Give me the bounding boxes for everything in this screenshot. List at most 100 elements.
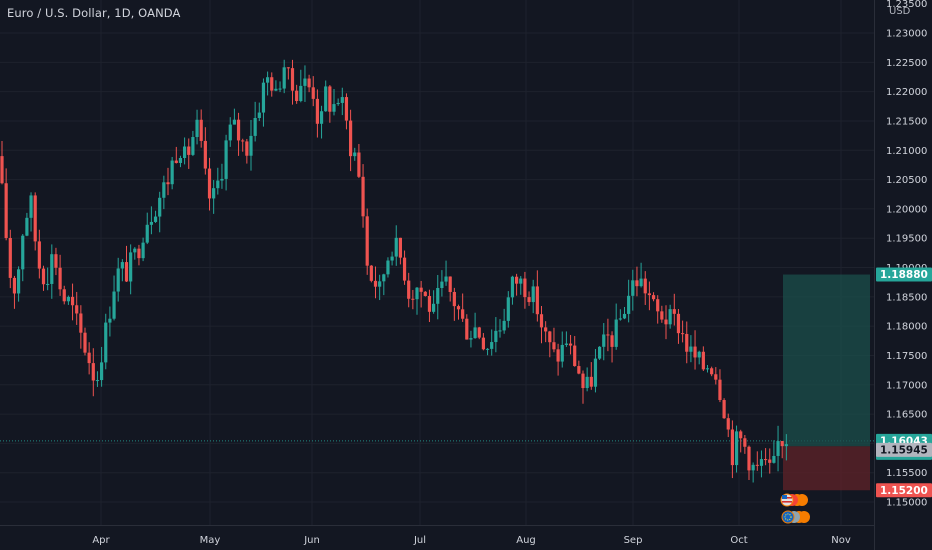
candle-body [245,141,249,156]
candle-body [187,146,191,155]
candle [419,280,423,308]
economic-events[interactable] [780,493,810,524]
candle-body [153,216,158,222]
candle-body [37,241,41,269]
candle [17,266,21,302]
candle [324,80,328,112]
candle-body [303,78,307,86]
candle [286,67,290,80]
candle-body [730,429,734,466]
candle-body [473,327,477,339]
candle-body [166,182,170,185]
candle [502,308,506,334]
candle [510,275,515,305]
candle-body [722,400,726,419]
candle-body [249,135,253,156]
candle [390,251,394,266]
candle-body [656,299,660,312]
candle-body [539,314,544,328]
candle-body [50,254,54,284]
candle-body [751,464,755,471]
candle [344,93,349,130]
candle-body [411,298,415,300]
candle [365,208,369,275]
candle [689,335,693,363]
candle-body [456,306,461,310]
candle-body [523,278,527,298]
candle [593,349,598,393]
candle-body [581,373,585,389]
candle [207,157,212,211]
candle [402,250,407,285]
candle-body [228,124,232,141]
candle-body [270,77,274,91]
y-tick-label: 1.20500 [886,175,927,186]
currency-label[interactable]: USD [889,6,911,17]
price-axis[interactable]: 1.150001.155001.160001.165001.170001.175… [886,0,927,509]
candle [50,244,54,299]
candle-body [373,280,378,287]
candle [319,105,324,139]
y-tick-label: 1.16500 [886,410,927,421]
time-axis[interactable]: Apr May Jun Jul Aug Sep Oct Nov [92,535,850,546]
candle [170,156,174,190]
candle [8,229,12,289]
euro-flag-icon[interactable] [781,510,810,524]
candle [465,314,469,340]
candle [37,229,41,279]
candle-body [755,464,759,466]
candle [340,87,344,116]
candle [693,330,697,370]
candle [515,273,519,296]
candle [589,362,593,390]
candle-body [764,459,768,461]
candle-body [639,278,643,287]
candle-body [62,289,66,302]
long-position-tool[interactable] [783,274,870,491]
candle [278,81,282,93]
candle-body [465,318,469,340]
candle-body [701,351,705,370]
candle [535,270,539,322]
candle [174,146,178,164]
us-flag-icon[interactable] [780,493,808,507]
candle-body [66,296,70,302]
candle [398,237,402,265]
candle [523,271,527,309]
candle-body [116,268,120,292]
x-tick-label: Aug [516,535,536,546]
candle-body [440,281,444,289]
target-price-label: 1.18880 [880,269,928,281]
candle [436,275,440,320]
candle [747,445,751,481]
candle [311,76,315,107]
candle [266,71,270,96]
candle-body [693,346,697,358]
candle-body [207,168,212,199]
stop-price-label-bg [876,483,932,498]
candle-body [589,376,593,387]
candle-body [295,90,299,102]
candle-body [747,446,751,471]
candle [166,167,170,196]
candle-body [664,319,668,325]
candle [336,98,340,106]
candle [282,59,286,94]
candle-body [714,374,718,380]
x-tick-label: Sep [624,535,643,546]
candle-body [91,363,95,381]
candle [697,350,701,365]
candle [369,265,373,283]
candle-body [162,182,166,198]
candle [270,72,274,97]
candle-body [610,335,614,347]
candle [585,367,589,392]
candle [743,435,747,454]
candle-body [319,111,324,124]
candle-body [386,260,390,275]
candle [137,244,141,266]
candle [232,108,236,125]
candle-body [651,295,656,300]
candle-body [689,346,693,352]
